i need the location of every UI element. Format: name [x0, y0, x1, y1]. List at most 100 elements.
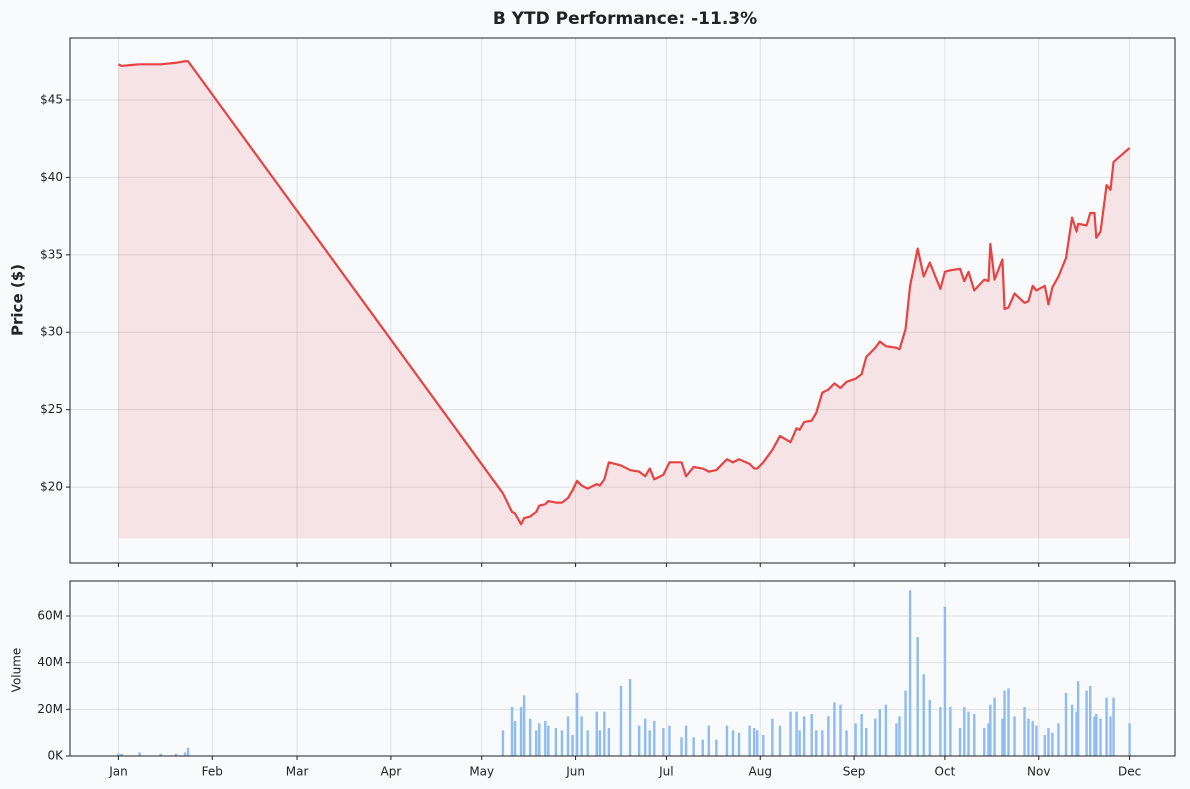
volume-bar — [1109, 716, 1112, 756]
y-tick-label: $20 — [40, 480, 63, 494]
x-tick-label: Sep — [843, 765, 866, 779]
volume-bar — [963, 707, 966, 756]
volume-bar — [748, 725, 751, 756]
volume-bar — [810, 714, 813, 756]
volume-bar — [725, 725, 729, 756]
volume-bar — [967, 711, 970, 756]
price-line — [117, 60, 1131, 526]
volume-bar — [680, 737, 683, 756]
volume-bar — [117, 753, 120, 756]
volume-bar — [566, 716, 570, 756]
x-tick-label: Oct — [935, 765, 956, 779]
x-tick-label: Nov — [1027, 765, 1050, 779]
volume-bar — [692, 737, 695, 756]
volume-bar — [1007, 688, 1010, 756]
volume-bar — [958, 728, 962, 756]
volume-bar — [845, 730, 848, 756]
volume-bar — [1057, 723, 1060, 756]
volume-bar — [943, 606, 947, 756]
volume-bar — [668, 725, 671, 756]
x-tick-label: Jan — [108, 765, 128, 779]
volume-bar — [795, 711, 798, 756]
volume-bar — [1064, 693, 1068, 756]
volume-bar — [598, 730, 602, 756]
y-tick-label: $45 — [40, 92, 63, 106]
volume-bar — [1085, 690, 1088, 756]
volume-bar — [1089, 686, 1092, 756]
volume-bar — [607, 728, 611, 756]
plot-frame — [69, 37, 1176, 564]
x-tick-label: Mar — [286, 765, 309, 779]
volume-bar — [501, 730, 505, 756]
volume-bar — [1023, 707, 1026, 756]
volume-bar — [756, 730, 759, 756]
volume-bar — [603, 711, 606, 756]
y-tick-label: 40M — [37, 655, 63, 669]
volume-bar — [864, 728, 868, 756]
volume-bar — [939, 707, 942, 756]
volume-bar — [1112, 697, 1115, 756]
y-axis-label: Volume — [10, 648, 24, 693]
volume-bar — [186, 747, 190, 756]
volume-bar — [544, 721, 547, 756]
volume-bar — [928, 700, 931, 756]
volume-bar — [916, 637, 919, 756]
x-tick-label: Feb — [202, 765, 223, 779]
volume-bar — [1043, 735, 1047, 756]
volume-bar — [183, 752, 187, 756]
volume-bar — [752, 728, 756, 756]
volume-bar — [653, 721, 656, 756]
volume-bar — [1027, 718, 1030, 756]
volume-bar — [949, 707, 952, 756]
y-axis-label: Price ($) — [9, 264, 27, 336]
y-tick-label: $25 — [40, 402, 63, 416]
volume-bar — [987, 723, 990, 756]
volume-bar — [554, 728, 558, 756]
volume-bar — [1095, 714, 1098, 756]
volume-bar — [908, 590, 912, 756]
volume-bar — [989, 704, 992, 756]
volume-bar — [762, 735, 765, 756]
y-tick-label: $40 — [40, 170, 63, 184]
volume-bar — [637, 725, 641, 756]
volume-bar — [510, 707, 514, 756]
volume-bar — [701, 739, 704, 756]
volume-bar — [983, 728, 986, 756]
x-tick-label: Dec — [1118, 765, 1141, 779]
y-tick-label: 60M — [37, 609, 63, 623]
volume-bar — [715, 739, 718, 756]
volume-bar — [778, 725, 782, 756]
volume-bar — [1031, 721, 1034, 756]
y-tick-label: $30 — [40, 325, 63, 339]
volume-bar — [560, 730, 564, 756]
area — [118, 61, 1130, 539]
volume-bar — [821, 730, 824, 756]
volume-bar — [737, 732, 741, 756]
volume-bar — [878, 709, 882, 756]
volume-bar — [815, 730, 818, 756]
volume-bar — [580, 716, 583, 756]
x-tick-label: Aug — [749, 765, 772, 779]
x-tick-label: Jul — [658, 765, 673, 779]
volume-bar — [827, 716, 830, 756]
volume-bar — [1105, 697, 1108, 756]
volume-bar — [595, 711, 598, 756]
volume-bar — [802, 716, 806, 756]
volume-bar — [884, 704, 888, 756]
volume-bar — [1128, 723, 1131, 756]
volume-bar — [707, 725, 710, 756]
volume-bar — [1003, 690, 1006, 756]
y-tick-label: $35 — [40, 247, 63, 261]
volume-bar — [922, 674, 925, 756]
volume-bar — [159, 753, 163, 756]
x-tick-label: May — [469, 765, 494, 779]
volume-bar — [898, 716, 901, 756]
volume-bar — [839, 704, 842, 756]
volume-bar — [1051, 732, 1054, 756]
volume-bar — [798, 730, 801, 756]
volume-bar — [833, 702, 836, 756]
volume-bar — [874, 718, 877, 756]
volume-bar — [789, 711, 792, 756]
